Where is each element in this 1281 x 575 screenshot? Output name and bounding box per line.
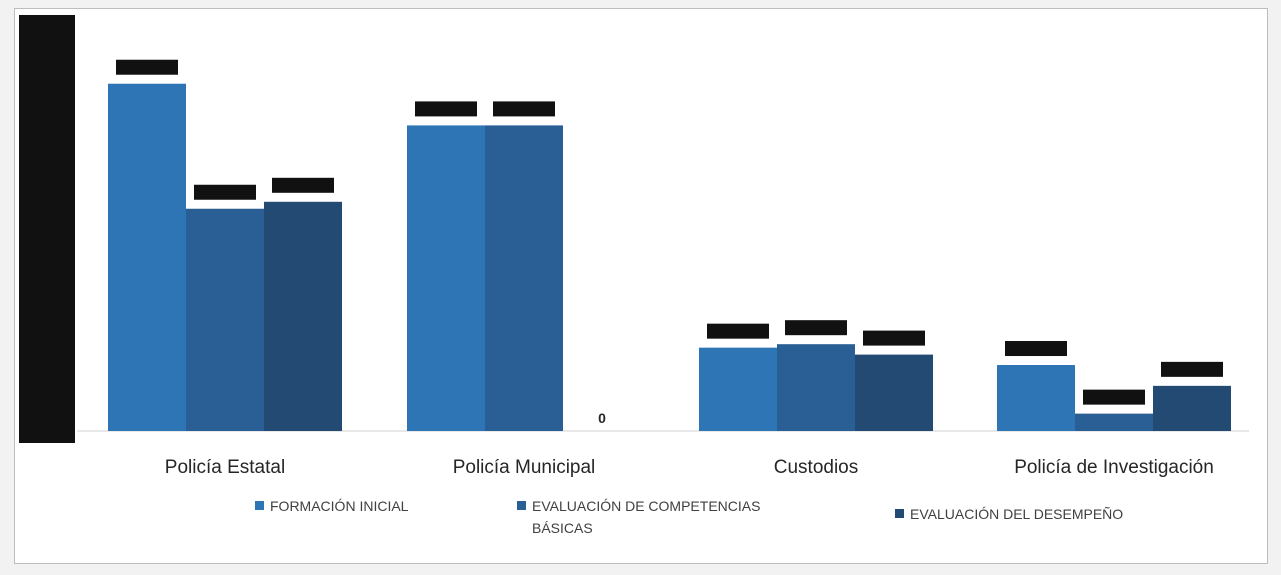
category-label-custodios: Custodios — [774, 457, 859, 478]
redacted-data-label-policia-municipal-series-1 — [415, 101, 477, 117]
redacted-data-label-policia-estatal-series-2 — [194, 184, 256, 200]
redacted-data-label-custodios-series-2 — [785, 320, 847, 336]
redacted-data-label-policia-de-investigacion-series-1 — [1005, 341, 1067, 357]
bar-custodios-series-3 — [855, 354, 933, 431]
category-label-policia-municipal: Policía Municipal — [453, 457, 596, 478]
chart-frame: 0 Policía Estatal Policía Municipal Custod… — [14, 8, 1268, 564]
redacted-data-label-policia-de-investigacion-series-2 — [1083, 389, 1145, 405]
category-labels-group: Policía Estatal Policía Municipal Custodio… — [165, 457, 1214, 478]
redacted-data-label-policia-de-investigacion-series-3 — [1161, 361, 1223, 377]
legend-swatch-competencias-basicas — [517, 501, 526, 510]
redacted-data-label-policia-estatal-series-1 — [116, 59, 178, 75]
bar-policia-estatal-series-3 — [264, 201, 342, 431]
redacted-data-label-policia-estatal-series-3 — [272, 177, 334, 193]
category-label-policia-de-investigacion: Policía de Investigación — [1014, 457, 1214, 478]
bar-policia-municipal-series-2 — [485, 125, 563, 432]
legend-item-formacion-inicial: FORMACIÓN INICIAL — [255, 495, 425, 517]
bars-group: 0 — [108, 59, 1231, 432]
legend-label-formacion-inicial: FORMACIÓN INICIAL — [270, 498, 409, 514]
redacted-axis-block — [19, 15, 75, 443]
bar-custodios-series-1 — [699, 347, 777, 431]
redacted-data-label-custodios-series-1 — [707, 323, 769, 339]
redacted-data-label-custodios-series-3 — [863, 330, 925, 346]
bar-chart: 0 Policía Estatal Policía Municipal Custod… — [19, 15, 1249, 478]
data-label-policia-municipal-series-3: 0 — [598, 410, 606, 426]
bar-policia-de-investigacion-series-3 — [1153, 385, 1231, 431]
legend-swatch-evaluacion-desempeno — [895, 509, 904, 518]
bar-policia-municipal-series-1 — [407, 125, 485, 432]
bar-policia-estatal-series-2 — [186, 208, 264, 431]
legend-label-competencias-basicas: EVALUACIÓN DE COMPETENCIAS BÁSICAS — [532, 498, 761, 536]
legend-item-competencias-basicas: EVALUACIÓN DE COMPETENCIAS BÁSICAS — [517, 495, 817, 539]
bar-policia-de-investigacion-series-1 — [997, 365, 1075, 431]
redacted-data-label-policia-municipal-series-2 — [493, 101, 555, 117]
legend-swatch-formacion-inicial — [255, 501, 264, 510]
legend-item-evaluacion-desempeno: EVALUACIÓN DEL DESEMPEÑO — [895, 503, 1125, 525]
category-label-policia-estatal: Policía Estatal — [165, 457, 285, 478]
bar-custodios-series-2 — [777, 344, 855, 431]
bar-policia-estatal-series-1 — [108, 83, 186, 432]
legend-label-evaluacion-desempeno: EVALUACIÓN DEL DESEMPEÑO — [910, 506, 1124, 522]
bar-policia-de-investigacion-series-2 — [1075, 413, 1153, 431]
